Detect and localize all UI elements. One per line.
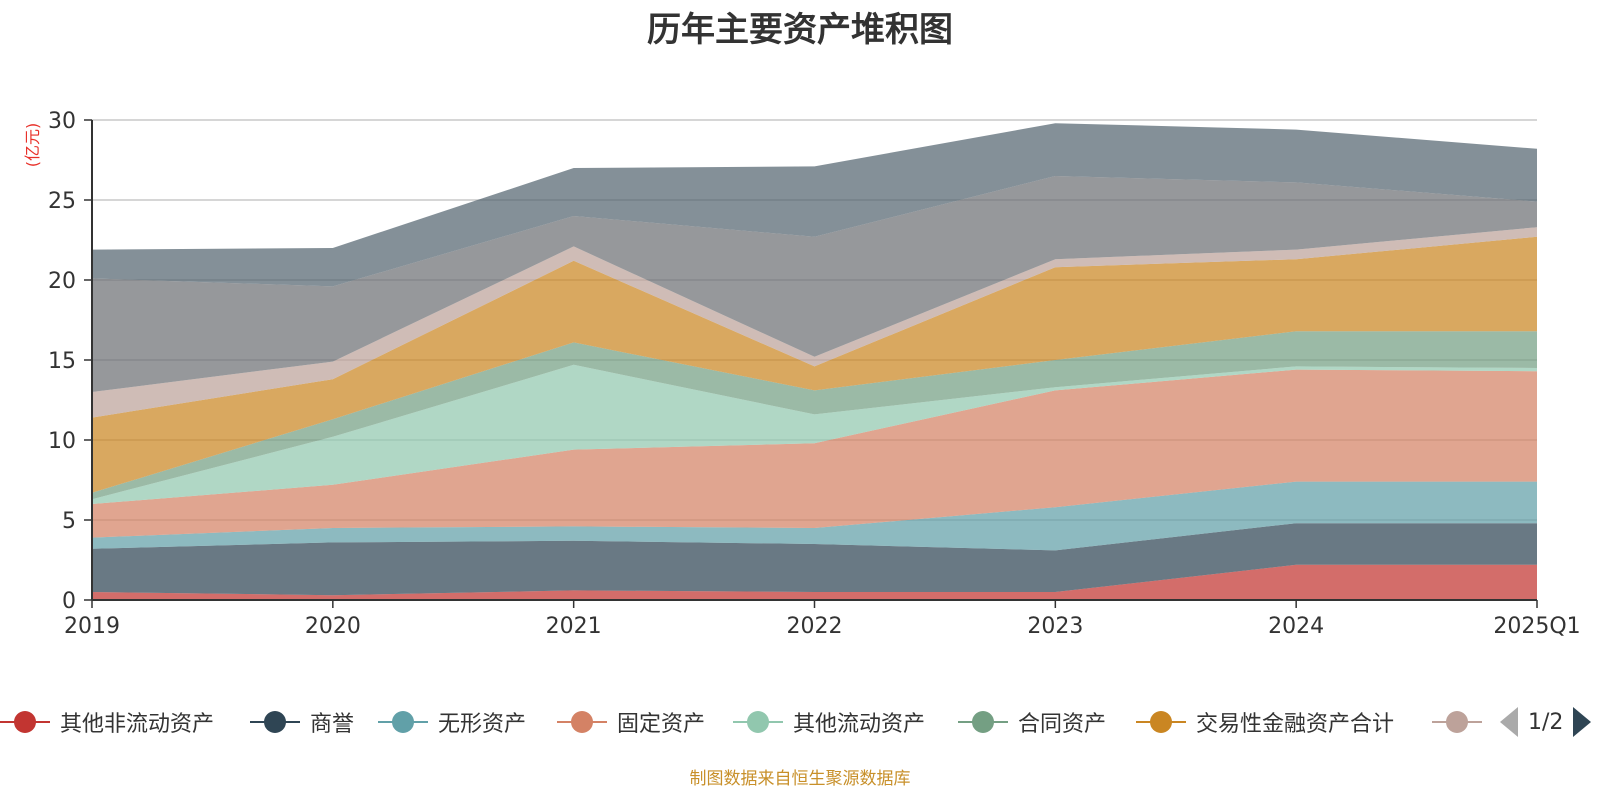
axis-layer: 0 5 10 15 20 25 30 2019 2020 2021 2022 2023 2024 2025… — [48, 109, 1581, 639]
legend-label: 商誉 — [310, 712, 355, 737]
legend-label: 交易性金融资产合计 — [1196, 712, 1395, 737]
chart-title: 历年主要资产堆积图 — [647, 10, 953, 50]
legend-symbol-icon — [958, 700, 1008, 744]
data-source-note: 制图数据来自恒生聚源数据库 — [689, 769, 911, 789]
area-series-3[interactable] — [92, 481, 1537, 551]
legend-item[interactable]: 商誉 — [250, 700, 354, 744]
legend-symbol-icon — [1136, 700, 1186, 744]
x-tick-label: 2021 — [546, 614, 602, 639]
legend-item[interactable]: 合同资产 — [958, 700, 1106, 744]
legend-symbol-icon — [1432, 700, 1482, 744]
legend-label: 无形资产 — [438, 712, 527, 737]
x-tick-label: 2022 — [787, 614, 843, 639]
x-tick-label: 2019 — [64, 614, 120, 639]
legend-item[interactable]: 固定资产 — [557, 700, 705, 744]
legend-item[interactable] — [1432, 700, 1482, 744]
x-tick-label: 2025Q1 — [1493, 614, 1580, 639]
legend-label: 合同资产 — [1018, 712, 1107, 737]
legend-symbol-icon — [378, 700, 428, 744]
y-tick-label: 25 — [48, 189, 76, 214]
y-tick-label: 15 — [48, 349, 76, 374]
area-series-9[interactable] — [92, 176, 1537, 392]
legend-symbol-icon — [250, 700, 300, 744]
y-tick-label: 5 — [62, 509, 76, 534]
area-series-2[interactable] — [92, 523, 1537, 596]
legend-symbol-icon — [733, 700, 783, 744]
legend-symbol-icon — [557, 700, 607, 744]
area-series-8[interactable] — [92, 227, 1537, 418]
area-layer — [92, 123, 1537, 600]
area-series-4[interactable] — [92, 369, 1537, 538]
y-axis-unit-label: (亿元) — [23, 123, 42, 168]
y-tick-label: 0 — [62, 589, 76, 614]
legend-next-page-icon[interactable] — [1573, 707, 1592, 737]
legend-item[interactable]: 无形资产 — [378, 700, 526, 744]
area-series-1[interactable] — [92, 564, 1537, 600]
legend-prev-page-icon[interactable] — [1500, 707, 1518, 737]
area-series-5[interactable] — [92, 364, 1537, 504]
legend-label: 其他非流动资产 — [60, 712, 215, 737]
legend-item[interactable]: 其他流动资产 — [733, 700, 925, 744]
legend-label: 固定资产 — [617, 712, 706, 737]
x-tick-label: 2023 — [1027, 614, 1083, 639]
y-tick-label: 30 — [48, 109, 76, 134]
area-series-7[interactable] — [92, 236, 1537, 493]
area-series-6[interactable] — [92, 331, 1537, 500]
legend-item[interactable]: 其他非流动资产 — [0, 700, 214, 744]
legend: 其他非流动资产 商誉 无形资产 固定资产 其他流动资产 合同资产 交易性金融资产合计 — [0, 700, 1600, 744]
legend-page-indicator: 1/2 — [1528, 709, 1564, 735]
legend-pager: 1/2 — [1500, 700, 1592, 744]
x-tick-label: 2020 — [305, 614, 361, 639]
legend-item[interactable]: 交易性金融资产合计 — [1136, 700, 1394, 744]
legend-symbol-icon — [0, 700, 50, 744]
legend-label: 其他流动资产 — [793, 712, 926, 737]
area-series-10[interactable] — [92, 123, 1537, 287]
x-tick-label: 2024 — [1268, 614, 1324, 639]
y-tick-label: 20 — [48, 269, 76, 294]
chart-area: 0 5 10 15 20 25 30 2019 2020 2021 2022 2023 2024 2025… — [23, 109, 1581, 639]
y-tick-label: 10 — [48, 429, 76, 454]
